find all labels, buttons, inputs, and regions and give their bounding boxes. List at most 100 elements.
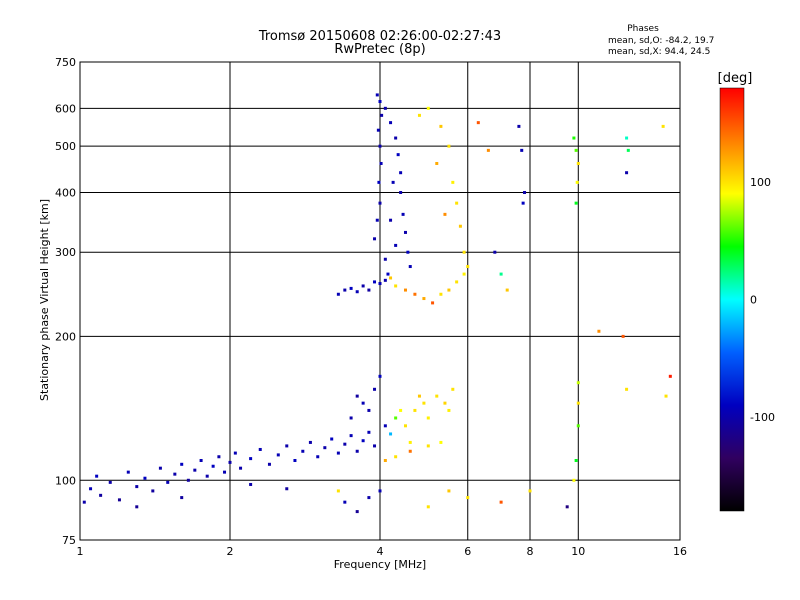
data-point-79 bbox=[361, 284, 365, 288]
x-tick-label-6: 16 bbox=[673, 545, 687, 558]
data-point-148 bbox=[597, 329, 601, 333]
data-point-107 bbox=[394, 136, 398, 140]
y-tick-label-4: 400 bbox=[55, 186, 76, 199]
data-point-154 bbox=[668, 374, 672, 378]
data-point-14 bbox=[186, 478, 190, 482]
data-point-132 bbox=[493, 250, 497, 254]
data-point-136 bbox=[520, 148, 524, 152]
data-point-15 bbox=[193, 468, 197, 472]
data-point-17 bbox=[205, 474, 209, 478]
data-point-91 bbox=[447, 288, 451, 292]
y-tick-label-3: 300 bbox=[55, 246, 76, 259]
data-point-142 bbox=[575, 180, 579, 184]
data-point-65 bbox=[426, 416, 430, 420]
data-point-48 bbox=[367, 496, 371, 500]
data-point-96 bbox=[375, 218, 379, 222]
data-point-84 bbox=[389, 276, 393, 280]
data-point-115 bbox=[389, 218, 393, 222]
data-point-146 bbox=[625, 171, 629, 175]
data-point-130 bbox=[476, 121, 480, 125]
data-point-36 bbox=[343, 442, 347, 446]
data-point-109 bbox=[399, 171, 403, 175]
data-point-66 bbox=[435, 394, 439, 398]
colorbar-tick-1: 0 bbox=[750, 294, 757, 307]
data-point-29 bbox=[293, 458, 297, 462]
data-point-54 bbox=[355, 394, 359, 398]
data-point-106 bbox=[389, 121, 393, 125]
data-point-23 bbox=[239, 466, 243, 470]
data-point-145 bbox=[626, 148, 630, 152]
data-point-99 bbox=[379, 161, 383, 165]
data-point-149 bbox=[621, 334, 625, 338]
data-point-46 bbox=[343, 500, 347, 504]
data-point-4 bbox=[108, 480, 112, 484]
data-point-16 bbox=[199, 458, 203, 462]
data-point-8 bbox=[143, 476, 147, 480]
data-point-73 bbox=[426, 444, 430, 448]
data-point-157 bbox=[572, 478, 576, 482]
data-point-112 bbox=[403, 230, 407, 234]
data-point-51 bbox=[361, 401, 365, 405]
y-tick-label-0: 75 bbox=[62, 534, 76, 547]
data-point-141 bbox=[576, 161, 580, 165]
data-point-97 bbox=[378, 201, 382, 205]
data-point-25 bbox=[258, 447, 262, 451]
data-point-98 bbox=[377, 180, 381, 184]
data-point-119 bbox=[391, 180, 395, 184]
data-point-101 bbox=[376, 128, 380, 132]
data-point-19 bbox=[217, 455, 221, 459]
data-point-1 bbox=[89, 487, 93, 491]
data-point-41 bbox=[373, 444, 377, 448]
y-axis-label: Stationary phase Virtual Height [km] bbox=[38, 199, 51, 401]
data-point-86 bbox=[403, 288, 407, 292]
chart-title: Tromsø 20150608 02:26:00-02:27:43 bbox=[258, 29, 501, 44]
data-point-31 bbox=[308, 440, 312, 444]
data-point-108 bbox=[396, 153, 400, 157]
data-point-162 bbox=[565, 505, 569, 509]
data-point-63 bbox=[417, 394, 421, 398]
data-point-80 bbox=[367, 288, 371, 292]
colorbar-tick-2: -100 bbox=[750, 411, 775, 424]
data-point-133 bbox=[499, 272, 503, 276]
data-point-127 bbox=[462, 250, 466, 254]
data-point-140 bbox=[574, 148, 578, 152]
data-point-3 bbox=[99, 493, 103, 497]
data-point-105 bbox=[383, 106, 387, 110]
data-point-126 bbox=[458, 224, 462, 228]
data-point-122 bbox=[439, 124, 443, 128]
data-point-57 bbox=[389, 432, 393, 436]
data-point-59 bbox=[399, 408, 403, 412]
data-point-72 bbox=[408, 449, 412, 453]
data-point-134 bbox=[505, 288, 509, 292]
data-point-56 bbox=[383, 424, 387, 428]
y-tick-label-2: 200 bbox=[55, 330, 76, 343]
data-point-45 bbox=[285, 487, 289, 491]
data-point-40 bbox=[367, 430, 371, 434]
data-point-124 bbox=[451, 180, 455, 184]
data-point-69 bbox=[447, 408, 451, 412]
x-tick-label-5: 10 bbox=[571, 545, 585, 558]
data-point-90 bbox=[439, 292, 443, 296]
colorbar-label: [deg] bbox=[718, 71, 753, 86]
data-point-78 bbox=[355, 290, 359, 294]
data-point-10 bbox=[158, 466, 162, 470]
data-point-137 bbox=[523, 190, 527, 194]
data-point-100 bbox=[378, 144, 382, 148]
data-point-116 bbox=[394, 243, 398, 247]
data-point-117 bbox=[383, 257, 387, 261]
x-tick-label-2: 4 bbox=[377, 545, 384, 558]
data-point-144 bbox=[625, 136, 629, 140]
chart-subtitle: RwPretec (8p) bbox=[334, 42, 425, 57]
data-point-121 bbox=[426, 106, 430, 110]
data-point-156 bbox=[574, 458, 578, 462]
y-tick-label-1: 100 bbox=[55, 474, 76, 487]
data-point-113 bbox=[406, 250, 410, 254]
y-tick-label-7: 750 bbox=[55, 56, 76, 69]
stats-heading: Phases bbox=[627, 24, 659, 34]
data-point-129 bbox=[443, 212, 447, 216]
data-point-89 bbox=[431, 301, 435, 305]
data-point-70 bbox=[383, 458, 387, 462]
data-point-37 bbox=[349, 434, 353, 438]
colorbar-ticks: 100 0 -100 bbox=[750, 176, 775, 424]
